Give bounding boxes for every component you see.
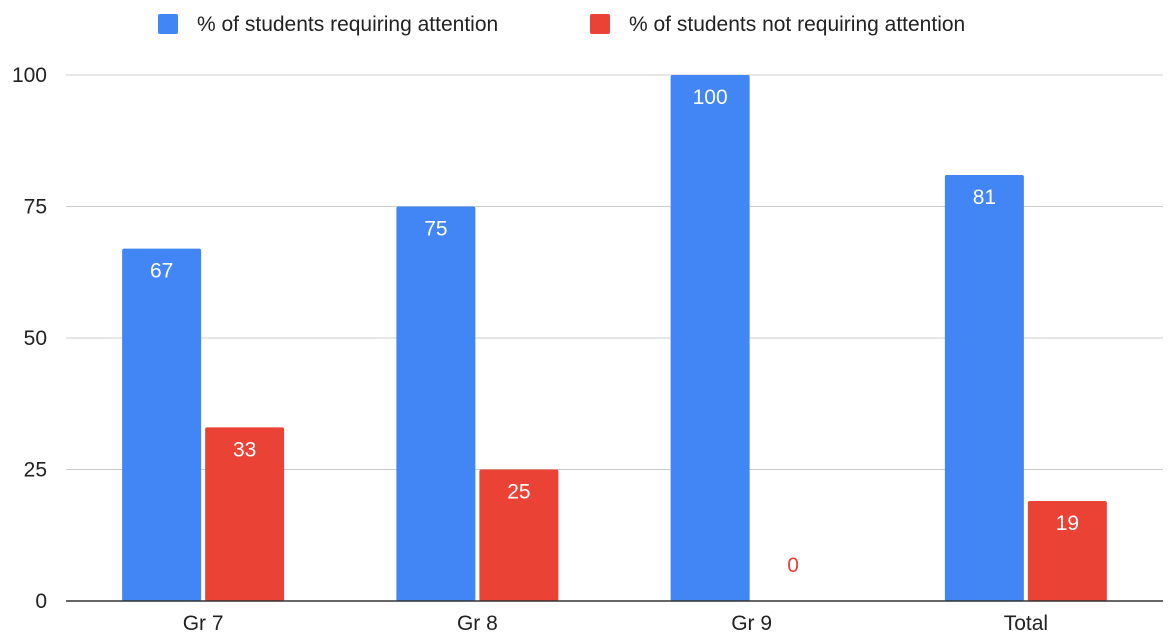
bar-requiring-gr-7: [122, 248, 202, 601]
legend-swatch-2: [590, 14, 610, 34]
bar-not-requiring-gr-7: [205, 427, 285, 601]
y-tick-label: 75: [24, 196, 47, 219]
x-axis-tick-labels: Gr 7 Gr 8 Gr 9 Total: [183, 612, 1048, 635]
x-tick-label: Gr 8: [457, 612, 498, 635]
y-tick-label: 0: [35, 590, 47, 613]
data-label: 33: [233, 438, 256, 461]
legend-label-2: % of students not requiring attention: [629, 13, 965, 36]
bar-requiring-total: [944, 174, 1024, 601]
data-label: 25: [507, 481, 530, 504]
bar-not-requiring-gr-8: [479, 469, 559, 601]
data-label: 75: [424, 218, 447, 241]
bar-requiring-gr-8: [396, 206, 476, 601]
bar-not-requiring-total: [1027, 501, 1107, 601]
x-tick-label: Gr 9: [731, 612, 772, 635]
y-axis-tick-labels: 0 25 50 75 100: [12, 64, 47, 613]
data-label: 19: [1056, 512, 1079, 535]
legend-swatch-1: [158, 14, 178, 34]
legend-label-1: % of students requiring attention: [197, 13, 498, 36]
chart-legend: % of students requiring attention % of st…: [158, 13, 965, 36]
x-tick-label: Gr 7: [183, 612, 224, 635]
data-label: 67: [150, 260, 173, 283]
data-label: 81: [973, 186, 996, 209]
data-label: 0: [787, 554, 799, 577]
bar-requiring-gr-9: [670, 75, 750, 601]
y-tick-label: 50: [24, 327, 47, 350]
x-tick-label: Total: [1004, 612, 1048, 635]
y-tick-label: 25: [24, 459, 47, 482]
bars: [122, 75, 1107, 601]
data-labels: 67 33 75 25 100 0 81 19: [150, 86, 1079, 577]
y-tick-label: 100: [12, 64, 47, 87]
data-label: 100: [693, 86, 728, 109]
